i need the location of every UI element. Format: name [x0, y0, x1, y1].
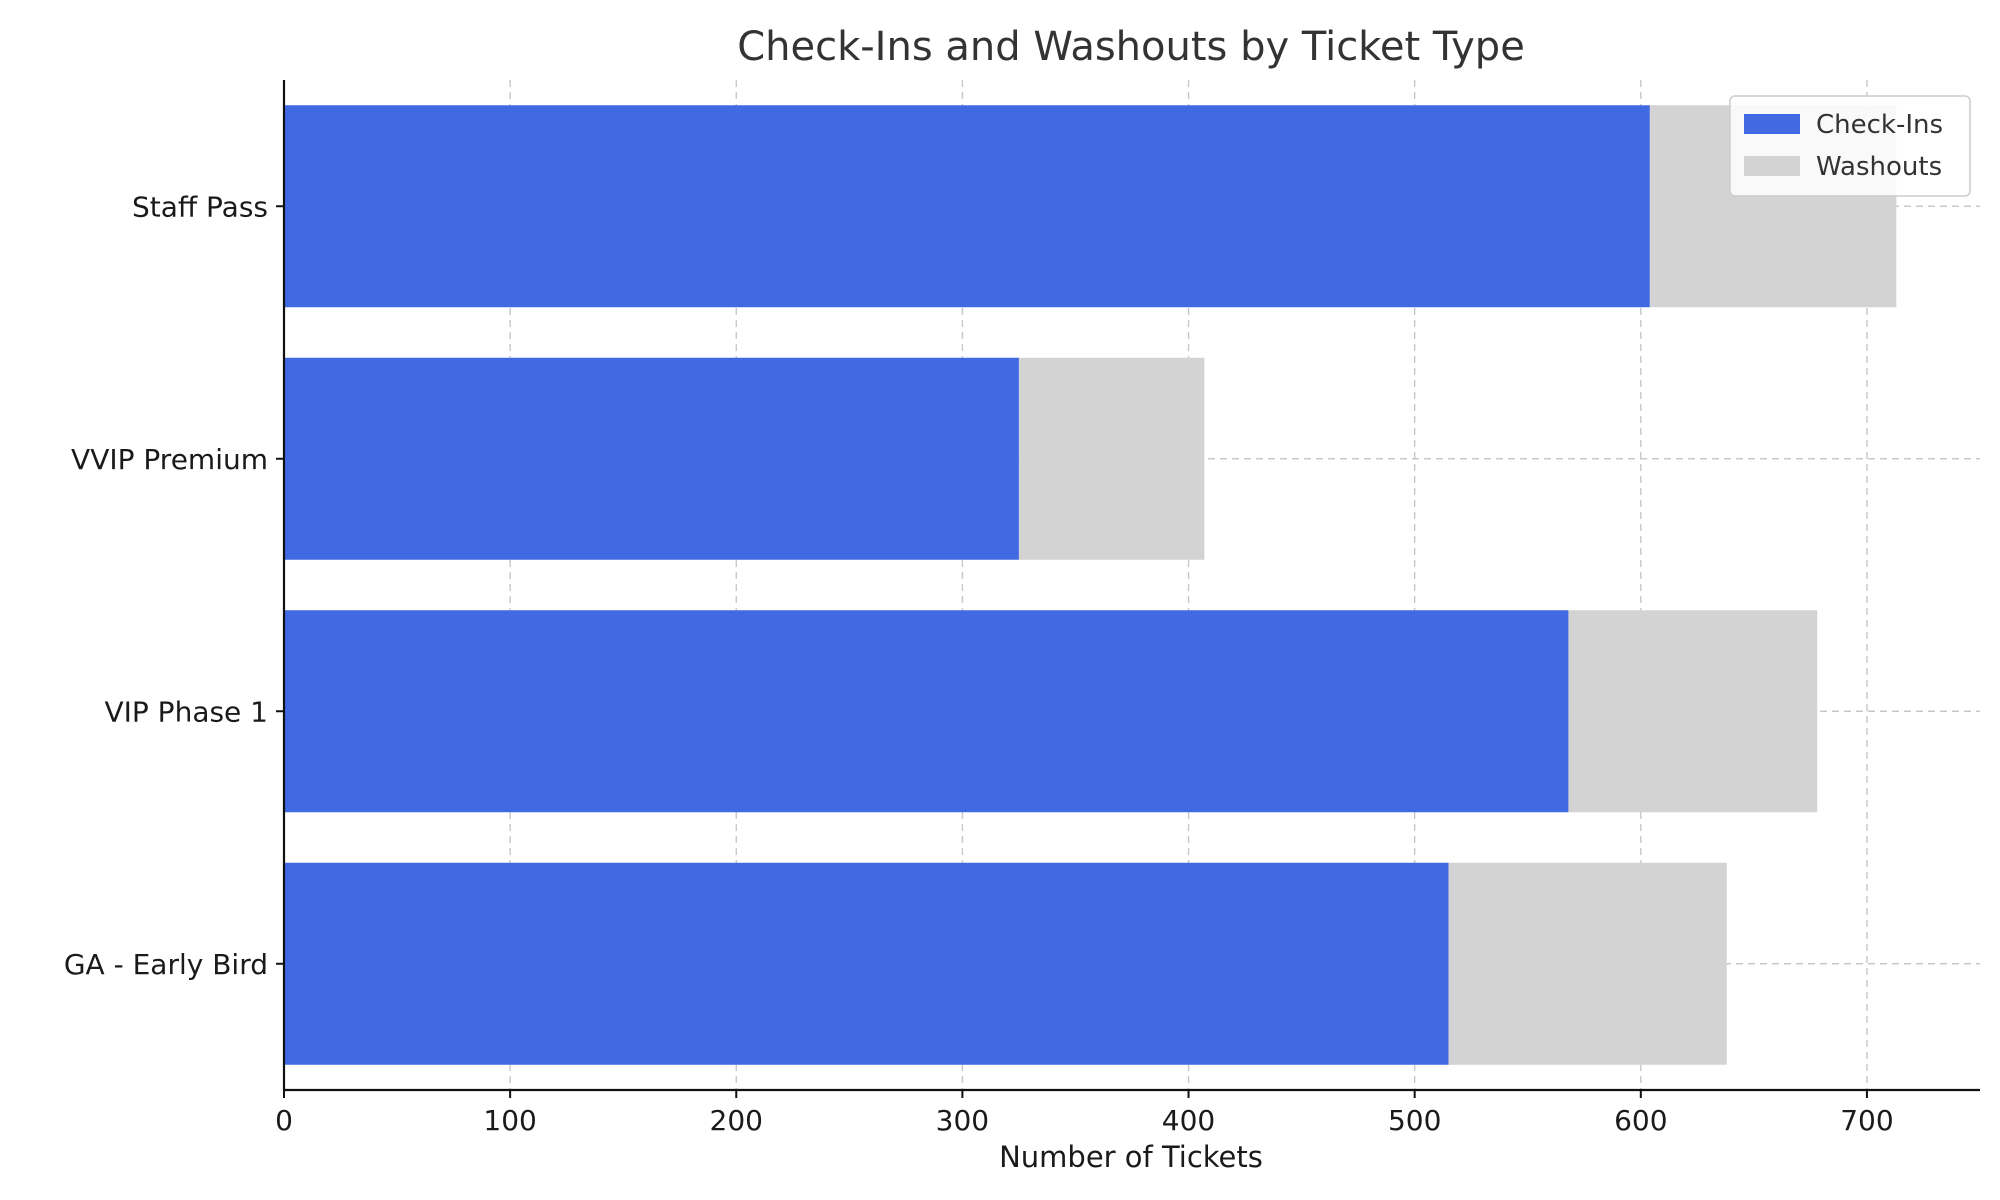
tick-labels: 0 100 200 300 400 500 600 700 GA - Early Bird VIP…: [64, 190, 1894, 1137]
x-tick-label: 700: [1840, 1104, 1893, 1137]
legend[interactable]: Check-Ins Washouts: [1729, 95, 1971, 197]
y-tick-label: GA - Early Bird: [64, 948, 268, 981]
axes: [276, 80, 1980, 1098]
x-tick-label: 400: [1162, 1104, 1215, 1137]
bar-check-ins-0: [284, 862, 1449, 1065]
bar-check-ins-2: [284, 357, 1019, 560]
bar-check-ins-1: [284, 610, 1569, 813]
x-tick-label: 0: [275, 1104, 293, 1137]
x-tick-label: 600: [1614, 1104, 1667, 1137]
legend-label: Washouts: [1816, 152, 1942, 182]
y-tick-label: Staff Pass: [132, 190, 268, 223]
chart-title: Check-Ins and Washouts by Ticket Type: [737, 24, 1525, 70]
x-axis-label: Number of Tickets: [999, 1140, 1263, 1174]
bar-washouts-0: [1448, 862, 1727, 1065]
legend-label: Check-Ins: [1816, 110, 1943, 140]
x-tick-label: 200: [710, 1104, 763, 1137]
bar-washouts-2: [1018, 357, 1205, 560]
x-tick-label: 100: [483, 1104, 536, 1137]
bar-check-ins-3: [284, 105, 1650, 308]
legend-swatch: [1744, 156, 1800, 176]
y-tick-label: VVIP Premium: [71, 443, 268, 476]
x-tick-label: 300: [936, 1104, 989, 1137]
x-tick-label: 500: [1388, 1104, 1441, 1137]
y-tick-label: VIP Phase 1: [104, 695, 268, 728]
bar-washouts-1: [1568, 610, 1818, 813]
legend-swatch: [1744, 114, 1800, 134]
bars: [284, 105, 1897, 1065]
